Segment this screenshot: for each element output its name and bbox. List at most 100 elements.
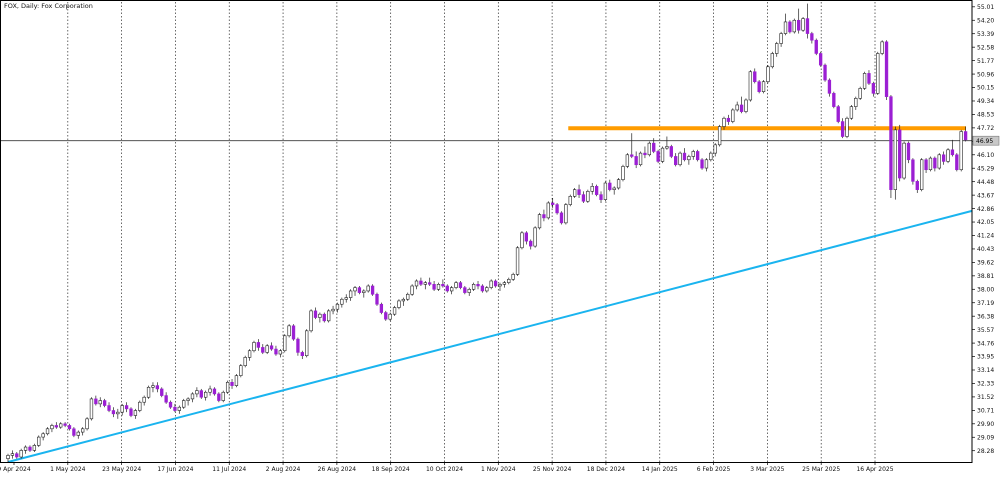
bull-candle-body <box>854 98 858 107</box>
candle <box>599 191 603 203</box>
bear-candle-body <box>823 64 827 81</box>
candle <box>854 96 858 110</box>
y-tick-label: 36.38 <box>977 313 994 320</box>
x-tick-label: 26 Aug 2024 <box>318 466 357 473</box>
candle <box>318 312 322 323</box>
bear-candle-body <box>524 232 528 242</box>
candle <box>480 284 485 293</box>
bull-candle-body <box>775 43 779 54</box>
candle <box>581 191 586 203</box>
candle <box>810 31 814 44</box>
candle <box>911 158 915 185</box>
bear-candle-body <box>102 400 107 406</box>
bull-candle-body <box>45 428 50 435</box>
candle <box>805 3 810 39</box>
candle <box>59 422 63 429</box>
candle <box>423 280 427 290</box>
candle <box>836 104 840 124</box>
candle <box>379 302 384 315</box>
candle <box>76 430 80 439</box>
bear-candle-body <box>428 282 432 285</box>
bear-candle-body <box>753 71 757 83</box>
bull-candle-body <box>195 390 199 395</box>
candle <box>340 297 344 308</box>
x-tick-label: 18 Dec 2024 <box>587 466 626 473</box>
candle <box>221 390 225 403</box>
bull-candle-body <box>85 418 89 430</box>
bull-candle-body <box>225 381 230 393</box>
bull-candle-body <box>120 405 124 413</box>
candle <box>792 18 796 34</box>
candle <box>239 364 243 378</box>
grid-layer <box>67 2 876 462</box>
candle <box>243 355 247 368</box>
candle <box>155 382 160 393</box>
candle <box>190 392 195 403</box>
bear-candle-body <box>230 381 234 386</box>
candle <box>963 126 968 142</box>
bear-candle-body <box>832 93 836 107</box>
candle <box>502 280 507 288</box>
candle <box>45 427 50 436</box>
bear-candle-body <box>810 33 814 41</box>
candle <box>366 284 370 293</box>
candle <box>397 299 401 310</box>
bear-candle-body <box>889 96 893 190</box>
y-tick-label: 50.96 <box>977 71 994 78</box>
bull-candle-body <box>937 154 941 169</box>
candle <box>107 402 111 413</box>
bull-candle-body <box>568 195 572 205</box>
candle <box>362 289 366 298</box>
bear-candle-body <box>384 312 388 320</box>
y-tick-label: 52.58 <box>977 44 994 51</box>
bear-candle-body <box>555 204 559 214</box>
candle <box>748 70 753 102</box>
bear-candle-body <box>797 19 801 31</box>
bull-candle-body <box>766 66 770 83</box>
candle <box>568 194 572 207</box>
candle <box>186 397 190 406</box>
candle <box>823 63 827 82</box>
bull-candle-body <box>10 453 15 456</box>
candle <box>603 181 608 202</box>
candle <box>652 138 656 154</box>
candle <box>467 287 471 296</box>
bull-candle-body <box>612 187 616 190</box>
bull-candle-body <box>41 433 45 438</box>
y-tick-label: 48.53 <box>977 112 994 119</box>
candle <box>370 284 375 296</box>
bull-candle-body <box>845 117 849 137</box>
candle <box>357 285 362 295</box>
candle <box>168 400 173 409</box>
bull-candle-body <box>454 282 458 288</box>
bull-candle-body <box>502 282 507 285</box>
bull-candle-body <box>959 131 963 171</box>
bear-candle-body <box>155 385 160 390</box>
bull-candle-body <box>928 157 933 171</box>
bear-candle-body <box>480 285 485 292</box>
bear-candle-body <box>67 425 72 430</box>
candle <box>98 397 102 408</box>
y-tick-label: 41.24 <box>977 233 994 240</box>
candle <box>955 153 959 172</box>
candle <box>695 149 700 162</box>
bear-candle-body <box>129 408 133 416</box>
bull-candle-body <box>801 18 805 31</box>
bull-candle-body <box>533 227 537 247</box>
candle <box>551 197 555 208</box>
candle <box>182 398 186 409</box>
bear-candle-body <box>581 194 586 202</box>
y-tick-label: 50.15 <box>977 85 994 92</box>
bear-candle-body <box>674 156 678 166</box>
y-tick-label: 32.33 <box>977 381 994 388</box>
bull-candle-body <box>19 450 23 458</box>
bear-candle-body <box>805 18 810 34</box>
bull-candle-body <box>625 154 630 167</box>
y-tick-label: 43.67 <box>977 192 994 199</box>
bear-candle-body <box>54 425 58 428</box>
bull-candle-body <box>406 293 410 300</box>
candle <box>871 81 876 97</box>
bull-candle-body <box>318 313 322 318</box>
bull-candle-body <box>344 297 348 300</box>
bull-candle-body <box>489 280 493 288</box>
